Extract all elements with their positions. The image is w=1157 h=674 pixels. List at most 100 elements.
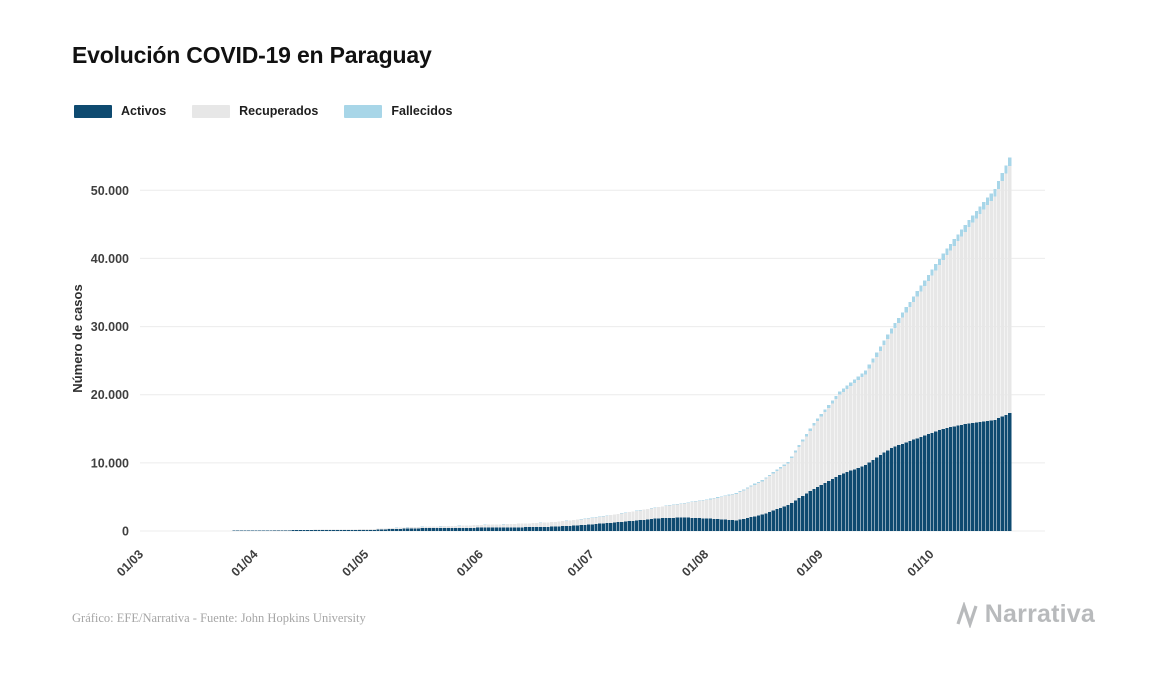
bar-recuperados [886, 339, 890, 451]
bar-fallecidos [804, 433, 809, 437]
bar-fallecidos [797, 445, 801, 448]
bar-recuperados [948, 250, 953, 428]
bar-fallecidos [985, 197, 990, 206]
bar-activos [675, 517, 679, 531]
bar-recuperados [864, 374, 868, 465]
bar-activos [479, 527, 484, 531]
bar-activos [974, 422, 979, 531]
bar-activos [339, 530, 343, 531]
bar-activos [527, 527, 532, 531]
bar-activos [923, 435, 927, 531]
bar-activos [313, 530, 317, 531]
bar-fallecidos [756, 481, 761, 484]
bar-activos [398, 528, 402, 531]
bar-recuperados [793, 452, 798, 501]
bar-fallecidos [838, 391, 842, 395]
bar-activos [516, 527, 520, 531]
bar-recuperados [982, 209, 986, 422]
bar-fallecidos [945, 248, 949, 256]
bar-recuperados [490, 524, 495, 528]
bar-recuperados [742, 490, 746, 519]
bar-activos [727, 519, 731, 531]
bar-recuperados [586, 518, 591, 525]
bar-recuperados [716, 497, 720, 520]
bar-recuperados [812, 425, 816, 489]
bar-activos [945, 428, 949, 531]
bar-recuperados [852, 383, 857, 470]
bar-activos [380, 529, 384, 531]
bar-fallecidos [900, 312, 905, 318]
bar-activos [483, 527, 487, 531]
bar-recuperados [365, 529, 369, 530]
bar-recuperados [461, 525, 465, 528]
bar-activos [1008, 413, 1012, 531]
bar-fallecidos [830, 400, 834, 404]
bar-activos [557, 526, 561, 531]
stacked-bar-chart: 0 10.000 20.000 30.000 40.000 50.000 01/03 01/0… [60, 134, 1050, 609]
bar-activos [561, 526, 565, 531]
narrativa-logo-text: Narrativa [984, 600, 1095, 628]
bar-activos [361, 529, 365, 531]
bar-activos [875, 457, 879, 531]
bar-activos [586, 524, 591, 531]
bar-activos [468, 527, 472, 531]
bar-recuperados [509, 524, 513, 528]
bar-fallecidos [915, 291, 919, 297]
bar-recuperados [782, 466, 786, 507]
bar-recuperados [557, 521, 561, 527]
bar-activos [930, 432, 934, 531]
bar-activos [335, 530, 339, 531]
bar-recuperados [1000, 181, 1004, 417]
bar-recuperados [978, 213, 982, 422]
bar-activos [904, 442, 908, 531]
bar-fallecidos [993, 188, 997, 197]
bar-activos [753, 516, 757, 531]
bar-recuperados [453, 525, 458, 528]
bar-activos [982, 421, 986, 531]
bar-activos [919, 436, 923, 531]
bar-activos [302, 530, 306, 531]
source-credit: Gráfico: EFE/Narrativa - Fuente: John Ho… [72, 611, 366, 625]
bar-fallecidos [948, 243, 953, 251]
bar-activos [409, 528, 413, 531]
bar-recuperados [634, 510, 639, 521]
bar-recuperados [919, 291, 923, 437]
bar-activos [424, 528, 428, 531]
bar-recuperados [834, 399, 838, 478]
bar-fallecidos [937, 258, 942, 266]
bar-recuperados [760, 481, 764, 515]
bar-recuperados [701, 500, 705, 519]
bar-activos [457, 527, 461, 531]
bar-recuperados [945, 255, 949, 429]
bar-recuperados [926, 280, 930, 435]
bar-activos [350, 530, 354, 531]
bar-activos [446, 527, 450, 531]
bar-activos [900, 443, 905, 531]
bar-recuperados [779, 468, 783, 508]
bar-recuperados [712, 498, 716, 519]
bar-recuperados [527, 523, 532, 528]
bar-recuperados [339, 529, 343, 531]
bar-activos [620, 521, 624, 531]
bar-recuperados [394, 527, 399, 529]
bar-activos [705, 518, 709, 531]
bar-fallecidos [779, 467, 783, 469]
bar-fallecidos [705, 499, 709, 500]
bar-fallecidos [801, 439, 805, 442]
bar-activos [679, 517, 683, 531]
bar-fallecidos [952, 239, 956, 246]
bar-recuperados [505, 524, 509, 528]
bar-recuperados [845, 388, 849, 473]
bar-fallecidos [864, 370, 868, 375]
bar-activos [723, 519, 727, 531]
bar-recuperados [649, 508, 653, 520]
bar-recuperados [424, 526, 428, 529]
bar-activos [908, 441, 912, 531]
bar-activos [915, 438, 919, 531]
bar-recuperados [605, 515, 609, 524]
bar-activos [664, 518, 668, 531]
legend-item-recuperados: Recuperados [192, 104, 318, 118]
bar-activos [734, 520, 738, 531]
bar-activos [878, 455, 882, 531]
bar-fallecidos [745, 487, 749, 489]
